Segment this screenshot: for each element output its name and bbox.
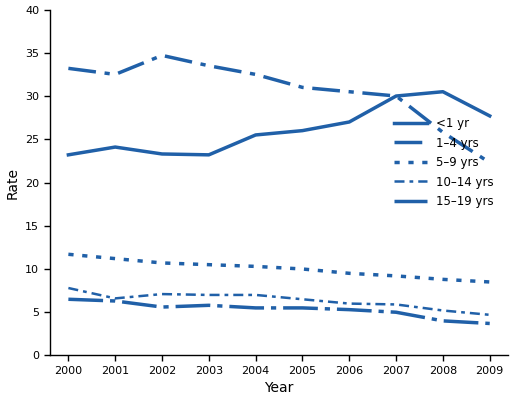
Legend: <1 yr, 1–4 yrs, 5–9 yrs, 10–14 yrs, 15–19 yrs: <1 yr, 1–4 yrs, 5–9 yrs, 10–14 yrs, 15–1…: [390, 112, 498, 213]
X-axis label: Year: Year: [264, 381, 293, 395]
Y-axis label: Rate: Rate: [6, 166, 20, 198]
